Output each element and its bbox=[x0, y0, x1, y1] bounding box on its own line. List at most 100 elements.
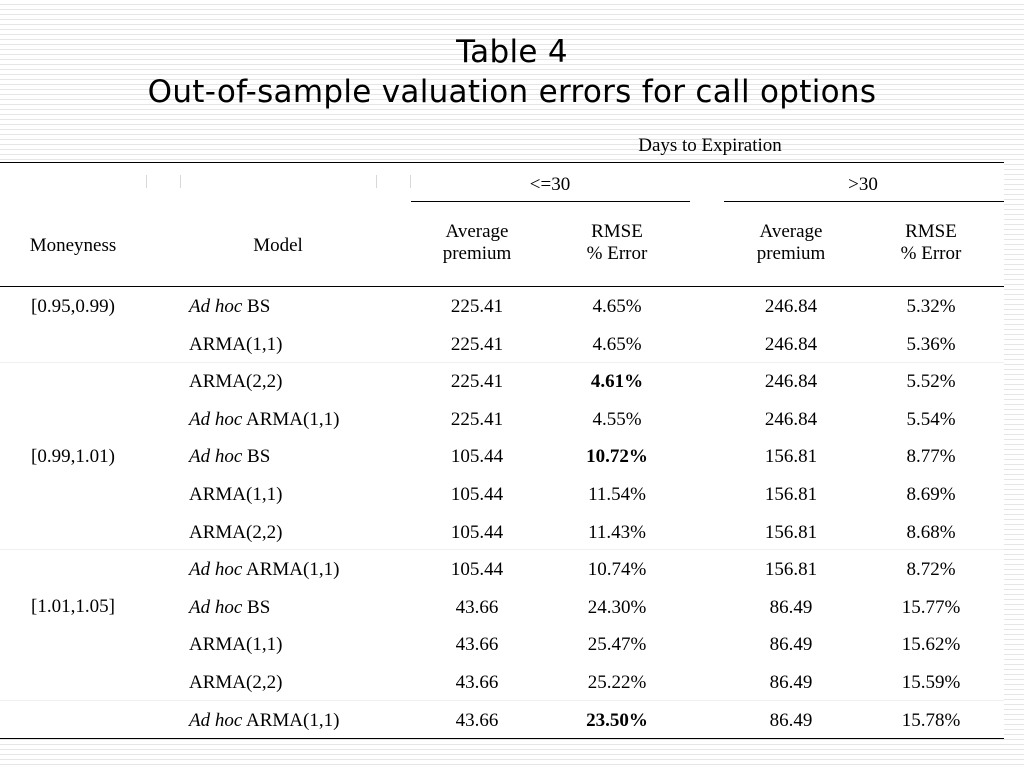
rmse-short-cell: 24.30% bbox=[587, 597, 647, 618]
group-rule-short bbox=[411, 201, 690, 202]
rmse-long-cell: 5.52% bbox=[906, 371, 956, 392]
moneyness-label: [0.95,0.99) bbox=[31, 296, 115, 317]
rmse-short-cell: 4.55% bbox=[592, 409, 642, 430]
slide-subtitle: Out-of-sample valuation errors for call … bbox=[147, 74, 877, 110]
valuation-errors-table: <=30 >30 Moneyness Model Average premium… bbox=[0, 162, 1004, 739]
rmse-long-cell: 15.62% bbox=[901, 634, 961, 655]
avg-premium-short-cell: 225.41 bbox=[450, 296, 504, 317]
model-name: ARMA(1,1) bbox=[242, 409, 340, 430]
avg-premium-long-cell: 156.81 bbox=[764, 559, 818, 580]
divider-mark bbox=[180, 175, 181, 188]
rmse-short-cell: 11.43% bbox=[588, 522, 646, 543]
model-qualifier: Ad hoc bbox=[189, 296, 243, 317]
model-cell: Ad hoc BS bbox=[189, 597, 270, 619]
rmse-long-cell: 5.36% bbox=[906, 334, 956, 355]
avg-premium-long-cell: 86.49 bbox=[769, 710, 813, 731]
avg-premium-short-cell: 43.66 bbox=[455, 710, 499, 731]
group-header-short: <=30 bbox=[529, 174, 571, 195]
model-cell: ARMA(2,2) bbox=[189, 672, 282, 694]
header-line-average: Average bbox=[445, 221, 509, 242]
rmse-short-cell: 4.65% bbox=[592, 334, 642, 355]
avg-premium-long-cell: 86.49 bbox=[769, 634, 813, 655]
header-line-error: % Error bbox=[900, 243, 962, 264]
model-qualifier: Ad hoc bbox=[189, 710, 243, 731]
slide-title: Table 4 bbox=[456, 34, 568, 70]
model-name: ARMA(1,1) bbox=[242, 559, 340, 580]
divider-mark bbox=[146, 175, 147, 188]
model-cell: Ad hoc BS bbox=[189, 446, 270, 468]
rmse-short-cell: 4.65% bbox=[592, 296, 642, 317]
rmse-short-cell: 10.74% bbox=[587, 559, 647, 580]
rmse-long-cell: 8.68% bbox=[906, 522, 956, 543]
header-line-error: % Error bbox=[586, 243, 648, 264]
model-cell: ARMA(1,1) bbox=[189, 334, 282, 356]
column-header-rmse-long: RMSE % Error bbox=[901, 221, 962, 265]
model-name: ARMA(2,2) bbox=[189, 522, 283, 543]
rmse-long-cell: 8.72% bbox=[906, 559, 956, 580]
row-band-line bbox=[0, 362, 1004, 363]
rmse-short-cell: 25.47% bbox=[587, 634, 647, 655]
model-cell: Ad hoc ARMA(1,1) bbox=[189, 409, 339, 431]
model-name: ARMA(2,2) bbox=[189, 371, 283, 392]
model-qualifier: Ad hoc bbox=[189, 559, 243, 580]
header-rule bbox=[0, 286, 1004, 287]
model-name: BS bbox=[242, 446, 271, 467]
model-cell: ARMA(2,2) bbox=[189, 371, 282, 393]
avg-premium-short-cell: 43.66 bbox=[455, 597, 499, 618]
avg-premium-long-cell: 156.81 bbox=[764, 484, 818, 505]
avg-premium-long-cell: 86.49 bbox=[769, 597, 813, 618]
avg-premium-long-cell: 86.49 bbox=[769, 672, 813, 693]
model-name: BS bbox=[242, 296, 271, 317]
avg-premium-short-cell: 105.44 bbox=[450, 522, 504, 543]
model-cell: Ad hoc ARMA(1,1) bbox=[189, 710, 339, 732]
model-cell: Ad hoc BS bbox=[189, 296, 270, 318]
moneyness-label: [1.01,1.05] bbox=[31, 596, 115, 617]
model-cell: ARMA(1,1) bbox=[189, 634, 282, 656]
rmse-short-cell: 25.22% bbox=[587, 672, 647, 693]
rmse-long-cell: 15.78% bbox=[901, 710, 961, 731]
model-qualifier: Ad hoc bbox=[189, 597, 243, 618]
model-cell: ARMA(2,2) bbox=[189, 522, 282, 544]
divider-mark bbox=[410, 175, 411, 188]
avg-premium-short-cell: 105.44 bbox=[450, 559, 504, 580]
group-header-long: >30 bbox=[848, 174, 878, 195]
rmse-short-cell: 11.54% bbox=[588, 484, 646, 505]
avg-premium-short-cell: 225.41 bbox=[450, 409, 504, 430]
avg-premium-short-cell: 43.66 bbox=[455, 634, 499, 655]
avg-premium-long-cell: 246.84 bbox=[764, 296, 818, 317]
model-name: ARMA(1,1) bbox=[242, 710, 340, 731]
avg-premium-long-cell: 246.84 bbox=[764, 409, 818, 430]
model-name: ARMA(2,2) bbox=[189, 672, 283, 693]
model-name: BS bbox=[242, 597, 271, 618]
column-header-model: Model bbox=[253, 235, 303, 256]
group-rule-long bbox=[724, 201, 1004, 202]
divider-mark bbox=[376, 175, 377, 188]
avg-premium-short-cell: 225.41 bbox=[450, 371, 504, 392]
avg-premium-long-cell: 156.81 bbox=[764, 522, 818, 543]
rmse-long-cell: 15.77% bbox=[901, 597, 961, 618]
column-header-avg-premium-short: Average premium bbox=[443, 221, 512, 265]
model-cell: Ad hoc ARMA(1,1) bbox=[189, 559, 339, 581]
model-name: ARMA(1,1) bbox=[189, 334, 283, 355]
model-name: ARMA(1,1) bbox=[189, 484, 283, 505]
model-qualifier: Ad hoc bbox=[189, 409, 243, 430]
rmse-long-cell: 8.69% bbox=[906, 484, 956, 505]
avg-premium-long-cell: 246.84 bbox=[764, 371, 818, 392]
header-line-rmse: RMSE bbox=[591, 221, 643, 242]
avg-premium-short-cell: 225.41 bbox=[450, 334, 504, 355]
rmse-short-cell: 4.61% bbox=[590, 371, 644, 392]
rmse-short-cell: 10.72% bbox=[586, 446, 648, 467]
rmse-long-cell: 8.77% bbox=[906, 446, 956, 467]
header-line-average: Average bbox=[759, 221, 823, 242]
header-line-premium: premium bbox=[442, 243, 512, 264]
model-qualifier: Ad hoc bbox=[189, 446, 243, 467]
model-cell: ARMA(1,1) bbox=[189, 484, 282, 506]
column-header-rmse-short: RMSE % Error bbox=[587, 221, 648, 265]
moneyness-label: [0.99,1.01) bbox=[31, 446, 115, 467]
days-to-expiration-header: Days to Expiration bbox=[638, 135, 782, 156]
avg-premium-long-cell: 156.81 bbox=[764, 446, 818, 467]
rmse-long-cell: 15.59% bbox=[901, 672, 961, 693]
rmse-long-cell: 5.32% bbox=[906, 296, 956, 317]
row-band-line bbox=[0, 700, 1004, 701]
header-line-premium: premium bbox=[756, 243, 826, 264]
